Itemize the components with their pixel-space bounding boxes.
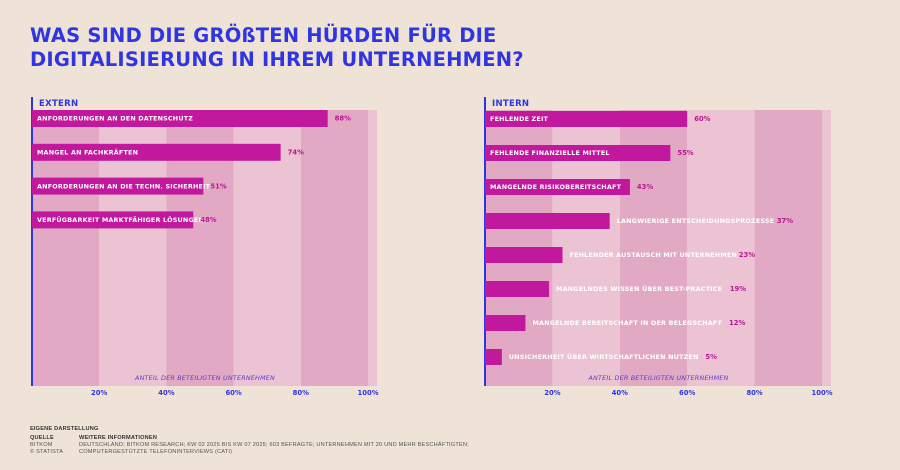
x-tick-label: 60% bbox=[679, 389, 695, 397]
grid-band bbox=[687, 110, 755, 386]
bar-category-label: ANFORDERUNGEN AN DIE TECHN. SICHERHEIT bbox=[37, 182, 211, 190]
footer-own-presentation: EIGENE DARSTELLUNG bbox=[30, 426, 99, 432]
bar bbox=[485, 247, 563, 263]
bar-value-label: 5% bbox=[705, 353, 717, 361]
footer-info-label: WEITERE INFORMATIONEN bbox=[79, 435, 158, 441]
bar-value-label: 60% bbox=[694, 115, 710, 123]
bar-category-label: ANFORDERUNGEN AN DEN DATENSCHUTZ bbox=[37, 115, 193, 123]
bar bbox=[32, 110, 328, 127]
bar-value-label: 37% bbox=[777, 217, 793, 225]
bar bbox=[485, 281, 550, 297]
bar bbox=[485, 315, 526, 331]
footer-info-line: DEUTSCHLAND; BITKOM RESEARCH; KW 02 2025… bbox=[79, 442, 469, 448]
bar-category-label: VERFÜGBARKEIT MARKTFÄHIGER LÖSUNGEN bbox=[37, 215, 204, 224]
x-tick-label: 20% bbox=[544, 389, 560, 397]
bar-category-label: FEHLENDE ZEIT bbox=[490, 115, 549, 123]
footer: EIGENE DARSTELLUNG bbox=[30, 426, 99, 433]
footer-info-line: COMPUTERGESTÜTZTE TELEFONINTERVIEWS (CAT… bbox=[79, 449, 233, 455]
page-title: WAS SIND DIE GRÖßTEN HÜRDEN FÜR DIE DIGI… bbox=[30, 24, 524, 72]
panel-title: EXTERN bbox=[39, 99, 78, 109]
x-tick-label: 100% bbox=[812, 389, 833, 397]
bar-category-label: FEHLENDER AUSTAUSCH MIT UNTERNEHMEN bbox=[570, 251, 738, 259]
bar bbox=[32, 211, 194, 229]
x-tick-label: 80% bbox=[746, 389, 762, 397]
x-tick-label: 60% bbox=[225, 389, 241, 397]
bar-value-label: 48% bbox=[200, 216, 216, 224]
bar-value-label: 88% bbox=[335, 115, 351, 123]
bar-value-label: 19% bbox=[730, 285, 746, 293]
footer-source-line: © STATISTA bbox=[30, 449, 64, 455]
footer-info: WEITERE INFORMATIONEN DEUTSCHLAND; BITKO… bbox=[79, 435, 469, 456]
footer-source-label: QUELLE bbox=[30, 435, 54, 441]
x-tick-label: 40% bbox=[158, 389, 174, 397]
grid-band bbox=[754, 110, 822, 386]
footer-source-line: BITKOM bbox=[30, 442, 53, 448]
x-tick-label: 80% bbox=[293, 389, 309, 397]
bar bbox=[485, 349, 502, 365]
bar-value-label: 74% bbox=[288, 149, 304, 157]
x-tick-label: 20% bbox=[91, 389, 107, 397]
bar-value-label: 51% bbox=[210, 182, 226, 190]
footer-source: QUELLE BITKOM © STATISTA bbox=[30, 435, 63, 456]
bar bbox=[485, 179, 630, 195]
x-tick-label: 100% bbox=[358, 389, 379, 397]
bar bbox=[485, 145, 671, 161]
bar bbox=[485, 213, 610, 229]
bar bbox=[485, 111, 688, 127]
bar-category-label: MANGEL AN FACHKRÄFTEN bbox=[37, 148, 138, 157]
bar bbox=[32, 177, 204, 195]
bar-category-label: MANGELNDE BEREITSCHAFT IN DER BELEGSCHAF… bbox=[532, 319, 722, 327]
bar-category-label: UNSICHERHEIT ÜBER WIRTSCHAFTLICHEN NUTZE… bbox=[509, 352, 699, 361]
bar-value-label: 55% bbox=[677, 149, 693, 157]
x-axis-caption: ANTEIL DER BETEILIGTEN UNTERNEHMEN bbox=[588, 374, 729, 382]
x-axis-caption: ANTEIL DER BETEILIGTEN UNTERNEHMEN bbox=[134, 374, 275, 382]
panel-title: INTERN bbox=[492, 99, 529, 109]
grid-band bbox=[300, 110, 368, 386]
bar-value-label: 12% bbox=[729, 319, 745, 327]
bar bbox=[32, 143, 281, 161]
bar-category-label: LANGWIERIGE ENTSCHEIDUNGSPROZESSE bbox=[617, 217, 775, 225]
page-title-line-2: DIGITALISIERUNG IN IHREM UNTERNEHMEN? bbox=[30, 48, 524, 71]
bar-category-label: FEHLENDE FINANZIELLE MITTEL bbox=[490, 149, 610, 157]
page-title-line-1: WAS SIND DIE GRÖßTEN HÜRDEN FÜR DIE bbox=[30, 24, 497, 47]
bar-category-label: MANGELNDES WISSEN ÜBER BEST-PRACTICE bbox=[556, 284, 722, 293]
bar-value-label: 43% bbox=[637, 183, 653, 191]
x-tick-label: 40% bbox=[612, 389, 628, 397]
bar-category-label: MANGELNDE RISIKOBEREITSCHAFT bbox=[490, 183, 622, 191]
grid-band-end bbox=[822, 110, 831, 386]
grid-band-end bbox=[368, 110, 377, 386]
bar-value-label: 23% bbox=[739, 251, 755, 259]
